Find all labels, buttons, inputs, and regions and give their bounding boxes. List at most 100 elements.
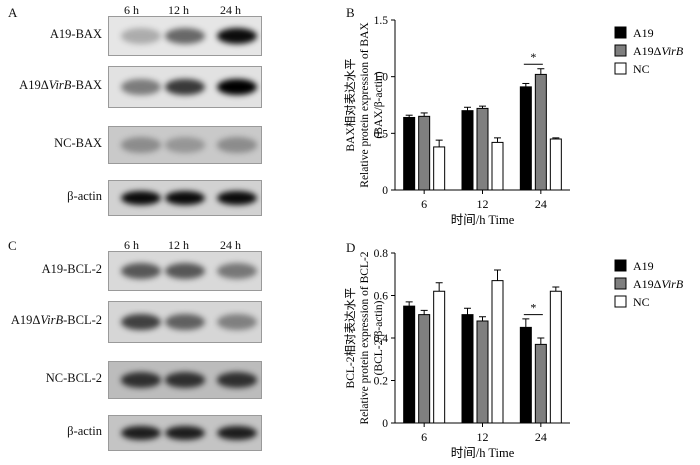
chart-b-y-tick-label: 1.0 [374,72,389,84]
chart-b-bar [519,86,532,191]
chart-d-x-tick-label: 12 [477,430,489,444]
blot-c-row-label-2: NC-BCL-2 [45,371,102,385]
chart-b-legend-label: A19 [633,26,654,40]
chart-d-legend-label: A19ΔVirB [633,277,684,291]
blot-c-band-0-0 [121,263,161,279]
chart-b-bar [549,138,562,191]
chart-d-x-tick-label: 24 [535,430,547,444]
blot-a-band-0-1 [165,28,205,44]
chart-b-bar [433,146,446,191]
blot-a-band-1-0 [121,78,161,96]
chart-b-bar [403,116,416,191]
blot-a-row-label-1: A19ΔVirB-BAX [19,78,102,92]
chart-b-bar [461,110,474,191]
blot-c-band-2-2 [217,372,257,388]
chart-b-y-axis-label-line-0: BAX相对表达水平 [343,58,357,151]
blot-a-blot-strip-2 [108,126,262,164]
chart-d-y-tick-label: 0.8 [374,248,389,260]
chart-b-legend-label: A19ΔVirB [633,44,684,58]
blot-c-band-2-0 [121,372,161,388]
blot-c-band-2-1 [165,372,205,388]
blot-c-band-1-2 [217,313,257,331]
chart-d-y-axis-label-line-2: (BCL-2/β-actin) [373,300,385,375]
chart-d-y-axis-label-line-1: Relative protein expression of BCL-2 [359,251,371,424]
blot-a-band-0-2 [217,28,257,44]
blot-c-time-label-1: 12 h [168,238,189,252]
chart-d-y-tick-label: 0.4 [374,333,389,345]
western-blot-panel-c: 6 h 12 h 24 h A19-BCL-2 A19ΔVirB-BCL-2 NC-BCL… [0,235,340,465]
chart-b-x-tick-label: 12 [477,197,489,211]
blot-c-band-1-1 [165,313,205,331]
blot-a-row-label-2: NC-BAX [54,136,102,150]
blot-a-row-label-0: A19-BAX [49,27,102,41]
chart-b-bar [534,73,547,191]
blot-c-time-label-2: 24 h [220,238,241,252]
blot-c-blot-strip-3 [108,415,262,451]
chart-d-legend-swatch [614,277,627,290]
chart-b-x-tick-label: 24 [535,197,547,211]
chart-b-y-axis-label-line-1: Relative protein expression of BAX [359,22,371,188]
chart-b-significance-star: * [530,50,536,64]
chart-b-legend-label: NC [633,62,650,76]
blot-a-band-0-0 [121,28,161,44]
chart-b-y-axis-label-line-2: (BAX/β-actin) [373,71,385,138]
bar-chart-bcl2: 0 0.2 0.4 0.6 0.8 6 12 24 * 时间/h Time BCL-2相对表达水平 R… [343,248,684,460]
chart-d-legend-swatch [614,295,627,308]
chart-b-bar [418,115,431,191]
blot-a-band-1-2 [217,78,257,96]
chart-b-x-axis-label: 时间/h Time [451,213,515,227]
chart-d-bar [549,290,562,424]
bar-chart-bax: 0 0.5 1.0 1.5 6 12 24 * 时间/h Time BAX相对表达水平 Relati… [343,15,684,227]
blot-a-band-2-1 [165,137,205,153]
chart-d-bar [433,290,446,424]
chart-d-legend-label: NC [633,295,650,309]
chart-b-x-tick-label: 6 [421,197,427,211]
panel-a-letter: A [8,5,18,20]
chart-d-legend-label: A19 [633,259,654,273]
blot-c-time-label-0: 6 h [124,238,139,252]
blot-a-band-1-1 [165,78,205,96]
western-blot-panel-a: 6 h 12 h 24 h A19-BAX A19ΔVirB-BAX NC-BAX β-ac… [0,0,340,230]
blot-c-band-0-1 [165,263,205,279]
panel-c-letter: C [8,238,17,253]
chart-d-bar [519,326,532,424]
blot-a-band-2-2 [217,137,257,153]
blot-a-blot-strip-0 [108,16,262,56]
panel-d-letter: D [346,240,356,255]
blot-c-band-3-1 [165,425,205,441]
blot-a-band-3-0 [121,190,161,206]
chart-d-bar [403,305,416,424]
blot-c-band-3-2 [217,425,257,441]
blot-a-time-label-0: 6 h [124,3,139,17]
chart-d-bar [491,280,504,424]
blot-c-band-1-0 [121,313,161,331]
blot-a-band-3-1 [165,190,205,206]
blot-a-row-label-3: β-actin [67,189,102,203]
panel-b-letter: B [346,5,355,20]
chart-b-legend-swatch [614,62,627,75]
blot-c-blot-strip-2 [108,361,262,399]
chart-b-bar [491,141,504,191]
chart-b-bar [476,107,489,191]
blot-c-band-0-2 [217,263,257,279]
blot-c-row-label-3: β-actin [67,424,102,438]
chart-d-bar [534,343,547,424]
chart-d-bar [418,314,431,424]
blot-c-row-label-1: A19ΔVirB-BCL-2 [10,313,102,327]
chart-d-bar [476,320,489,424]
chart-d-significance-star: * [530,301,536,315]
chart-b-y-tick-label: 0 [382,185,388,197]
chart-b-y-tick-label: 1.5 [374,15,389,27]
blot-a-band-3-2 [217,190,257,206]
blot-a-time-label-1: 12 h [168,3,189,17]
chart-d-y-tick-label: 0.6 [374,291,389,303]
blot-c-band-3-0 [121,425,161,441]
blot-c-blot-strip-0 [108,251,262,291]
chart-d-y-tick-label: 0.2 [374,376,389,388]
chart-d-y-axis-label-line-0: BCL-2相对表达水平 [343,288,357,389]
blot-c-row-label-0: A19-BCL-2 [41,262,102,276]
chart-d-x-axis-label: 时间/h Time [451,446,515,460]
chart-d-y-tick-label: 0 [382,418,388,430]
blot-a-band-2-0 [121,137,161,153]
chart-d-legend-swatch [614,259,627,272]
